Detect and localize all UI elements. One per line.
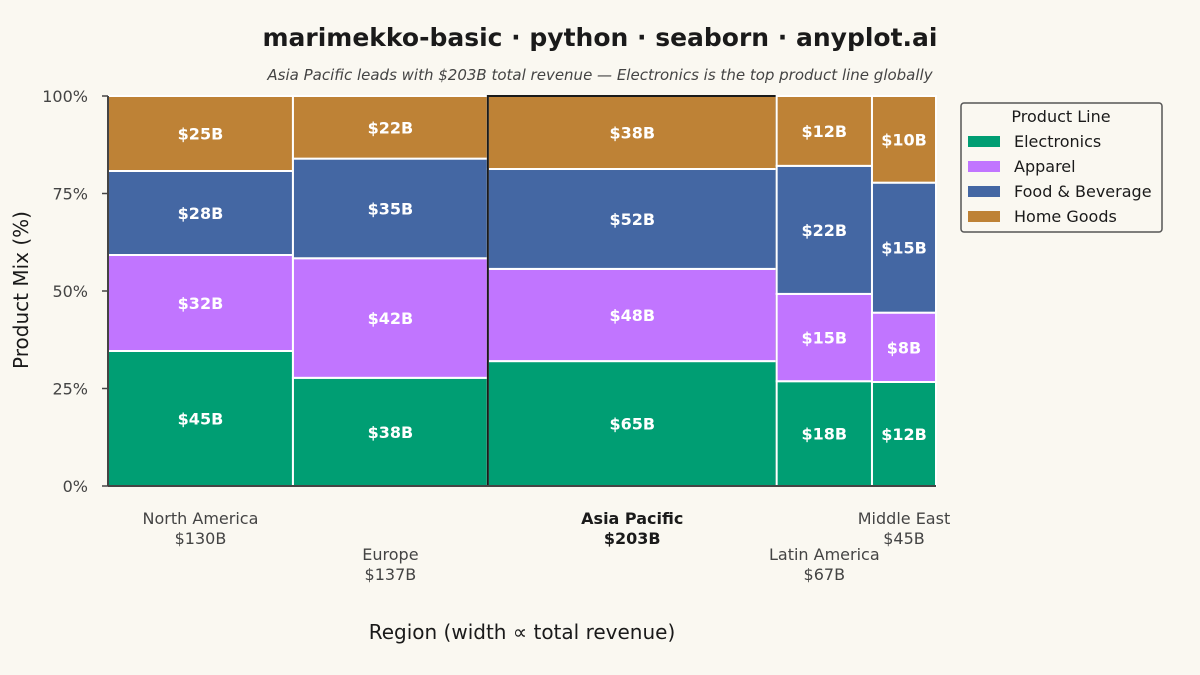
segment-value-label: $12B: [802, 122, 848, 141]
y-tick-label: 100%: [42, 87, 88, 106]
segment-europe-apparel: [291, 257, 489, 379]
segment-value-label: $12B: [881, 425, 927, 444]
segment-value-label: $22B: [802, 221, 848, 240]
region-total-label: $203B: [604, 529, 661, 548]
region-name-label: Middle East: [858, 509, 950, 528]
region-total-label: $45B: [883, 529, 925, 548]
region-total-label: $130B: [175, 529, 227, 548]
segment-latin-america-food-beverage: [775, 164, 873, 295]
segment-middle-east-home-goods: [870, 95, 937, 184]
y-axis-title: Product Mix (%): [9, 211, 33, 369]
region-total-label: $137B: [365, 565, 417, 584]
y-axis: 0% 25% 50% 75% 100%: [42, 87, 936, 496]
legend-box: [960, 102, 1163, 233]
segment-value-label: $28B: [178, 204, 224, 223]
chart-subtitle: Asia Pacific leads with $203B total reve…: [266, 66, 933, 84]
segment-asia-pacific-food-beverage: [486, 168, 778, 270]
y-tick-label: 50%: [52, 282, 88, 301]
legend-label: Food & Beverage: [1014, 182, 1152, 201]
region-total-label: $67B: [804, 565, 846, 584]
segment-value-label: $18B: [802, 425, 848, 444]
segment-middle-east-apparel: [870, 311, 937, 383]
y-tick-label: 25%: [52, 380, 88, 399]
segment-value-label: $52B: [609, 210, 655, 229]
segment-value-label: $45B: [178, 410, 224, 429]
segment-value-label: $48B: [609, 306, 655, 325]
segment-north-america-food-beverage: [107, 170, 294, 256]
segment-value-label: $22B: [368, 118, 414, 137]
region-name-label: Asia Pacific: [581, 509, 683, 528]
legend-swatch: [968, 211, 1000, 222]
x-axis-title: Region (width ∝ total revenue): [369, 620, 676, 644]
segment-middle-east-food-beverage: [870, 181, 937, 314]
legend-label: Home Goods: [1014, 207, 1117, 226]
segment-value-label: $25B: [178, 125, 224, 144]
segment-value-label: $15B: [881, 239, 927, 258]
bars-group: $45B $32B $28B $25B $38B $42B $35B $22B $65B $48B…: [107, 95, 937, 488]
region-name-label: North America: [143, 509, 259, 528]
legend-title: Product Line: [1011, 107, 1110, 126]
legend-label: Electronics: [1014, 132, 1101, 151]
segment-asia-pacific-home-goods: [486, 95, 778, 171]
region-name-label: Europe: [362, 545, 418, 564]
segment-value-label: $10B: [881, 130, 927, 149]
y-tick-label: 75%: [52, 185, 88, 204]
x-axis-labels: North America$130B Europe$137B Asia Pacifi…: [143, 509, 951, 584]
segment-value-label: $35B: [368, 199, 414, 218]
segment-value-label: $32B: [178, 294, 224, 313]
chart-title: marimekko-basic · python · seaborn · any…: [262, 23, 937, 52]
segment-value-label: $42B: [368, 309, 414, 328]
y-tick-label: 0%: [63, 477, 88, 496]
segment-value-label: $38B: [368, 423, 414, 442]
legend-label: Apparel: [1014, 157, 1076, 176]
segment-value-label: $15B: [802, 329, 848, 348]
segment-value-label: $38B: [609, 124, 655, 143]
segment-north-america-home-goods: [107, 95, 294, 172]
legend: Product Line Electronics Apparel Food & Bev…: [960, 102, 1163, 233]
legend-swatch: [968, 186, 1000, 197]
segment-north-america-electronics: [107, 350, 294, 487]
segment-europe-food-beverage: [291, 157, 489, 260]
legend-swatch: [968, 136, 1000, 147]
segment-value-label: $65B: [609, 415, 655, 434]
segment-latin-america-home-goods: [775, 95, 873, 167]
legend-swatch: [968, 161, 1000, 172]
region-name-label: Latin America: [769, 545, 880, 564]
segment-europe-home-goods: [291, 95, 489, 160]
segment-value-label: $8B: [887, 338, 921, 357]
segment-middle-east-electronics: [870, 381, 937, 487]
